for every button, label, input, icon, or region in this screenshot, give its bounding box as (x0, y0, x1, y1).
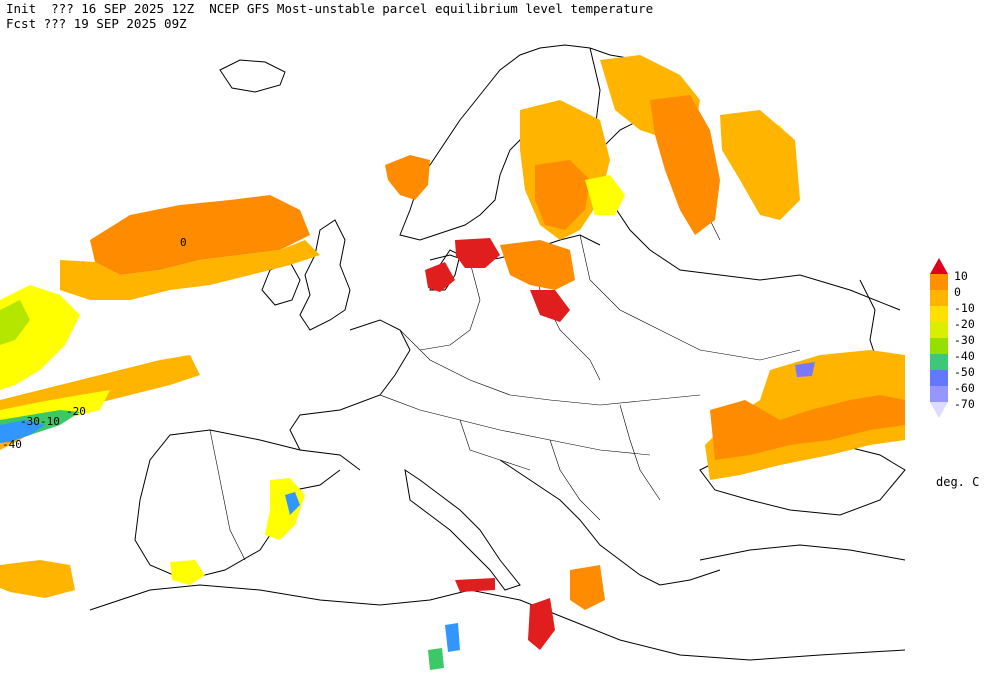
legend-swatch-8 (930, 386, 948, 402)
field-red-denmark (425, 262, 455, 292)
field-orange-poland (500, 240, 575, 290)
header-forecast-line: Fcst ??? 19 SEP 2025 09Z (6, 16, 187, 31)
legend-bottom-arrow (930, 402, 948, 418)
field-red-med2 (528, 598, 555, 650)
contour-label-minus40: -40 (2, 438, 22, 451)
legend-top-arrow (930, 258, 948, 274)
legend-label-minus70: -70 (954, 397, 975, 411)
field-orange-russia (650, 95, 720, 235)
field-purple-southeast (795, 362, 815, 377)
field-yellow-spain (265, 478, 305, 540)
field-orange-southeast (710, 395, 905, 460)
field-amber-atlantic (60, 240, 320, 300)
field-yellow-finland (585, 175, 625, 215)
legend-swatch-7 (930, 370, 948, 386)
legend-label-minus40: -40 (954, 349, 975, 363)
legend-label-minus20: -20 (954, 317, 975, 331)
field-red-poland (530, 290, 570, 322)
field-lime-west (0, 300, 30, 345)
weather-map: 0 -10 -20 -30 -40 (0, 44, 906, 670)
legend-label-minus50: -50 (954, 365, 975, 379)
field-orange-atlantic (90, 195, 310, 275)
legend-units: deg. C (936, 475, 980, 489)
legend-label-minus10: -10 (954, 301, 975, 315)
legend-label-10: 10 (954, 269, 968, 283)
legend-label-minus30: -30 (954, 333, 975, 347)
color-legend: 10 0 -10 -20 -30 -40 -50 -60 -70 (926, 258, 1000, 428)
legend-swatch-1 (930, 274, 948, 290)
legend-label-minus60: -60 (954, 381, 975, 395)
legend-swatch-3 (930, 306, 948, 322)
header-init-line: Init ??? 16 SEP 2025 12Z NCEP GFS Most-u… (6, 1, 654, 16)
field-amber-gibraltar (0, 560, 75, 598)
field-shading (0, 55, 905, 670)
field-blue-southwest (0, 420, 45, 443)
legend-swatch-4 (930, 322, 948, 338)
contour-label-minus10: -10 (40, 415, 60, 428)
legend-label-0: 0 (954, 285, 961, 299)
contour-labels: 0 -10 -20 -30 -40 (2, 236, 187, 451)
legend-swatch-6 (930, 354, 948, 370)
field-yellow-gibraltar (170, 560, 205, 585)
contour-label-minus30: -30 (20, 415, 40, 428)
field-red-pomerania (455, 238, 500, 268)
field-green-tunisia (428, 648, 444, 670)
field-red-med (455, 578, 495, 592)
legend-swatch-5 (930, 338, 948, 354)
field-blue-spain (285, 492, 300, 515)
field-orange-aegean (570, 565, 605, 610)
contour-label-minus20: -20 (66, 405, 86, 418)
contour-label-0: 0 (180, 236, 187, 249)
legend-swatch-2 (930, 290, 948, 306)
field-amber-russia (720, 110, 800, 220)
field-orange-norway (385, 155, 430, 200)
field-orange-baltic (535, 160, 590, 230)
field-blue-tunisia (445, 623, 460, 652)
